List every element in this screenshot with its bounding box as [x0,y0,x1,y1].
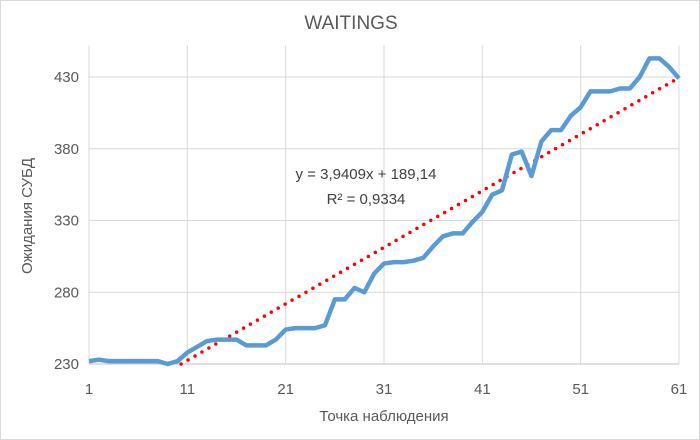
chart-title: WAITINGS [304,13,397,34]
x-tick-label: 11 [180,381,196,398]
x-tick-label: 31 [376,381,393,398]
x-axis-label: Точка наблюдения [319,408,448,425]
x-tick-label: 21 [277,381,294,398]
x-tick-label: 51 [572,381,589,398]
trendline [179,75,681,366]
y-axis-label: Ожидания СУБД [19,158,36,274]
y-tick-label: 280 [54,284,79,301]
y-tick-label: 430 [54,69,79,86]
x-tick-label: 61 [671,381,688,398]
y-tick-label: 230 [54,356,79,373]
trendline-r2: R² = 0,9334 [327,191,406,208]
trendline-equation: y = 3,9409x + 189,14 [296,166,437,183]
x-tick-label: 1 [85,381,93,398]
x-tick-label: 41 [474,381,491,398]
y-tick-label: 330 [54,213,79,230]
y-tick-label: 380 [54,141,79,158]
